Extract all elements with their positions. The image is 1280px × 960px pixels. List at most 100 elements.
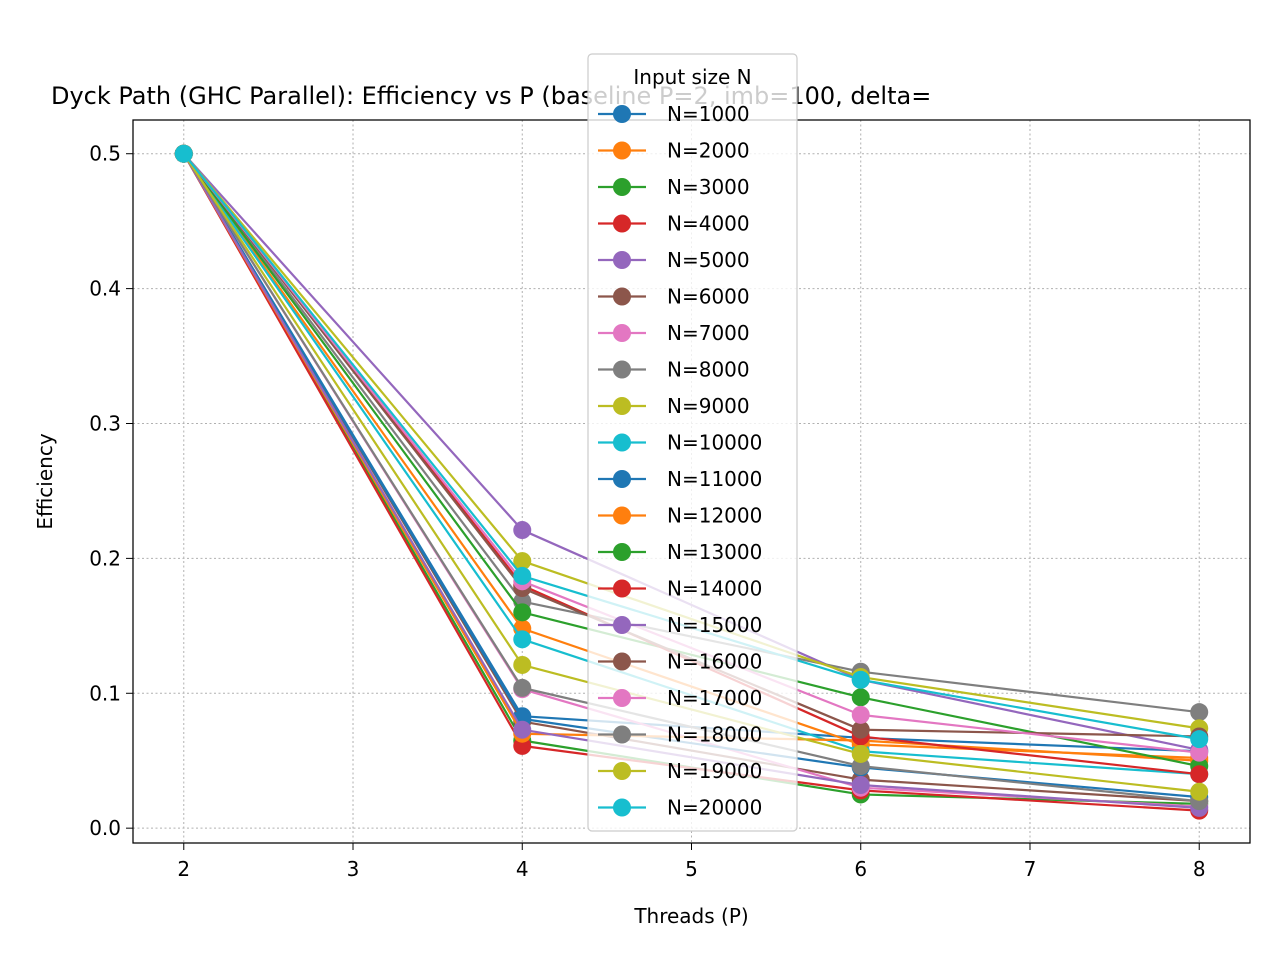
legend-marker	[613, 287, 631, 306]
data-point	[851, 775, 870, 794]
legend-entry: N=7000	[598, 321, 750, 345]
data-point	[513, 720, 532, 739]
legend-marker	[613, 433, 631, 452]
legend-entry: N=20000	[598, 796, 762, 820]
legend-marker	[613, 798, 631, 817]
legend-entry: N=10000	[598, 431, 762, 455]
data-point	[513, 566, 532, 585]
legend-entry: N=5000	[598, 248, 750, 272]
data-point	[851, 705, 870, 724]
x-tick-label: 6	[854, 857, 867, 881]
legend-entry: N=17000	[598, 686, 762, 710]
data-point	[851, 688, 870, 707]
legend-marker	[613, 725, 631, 744]
legend-label: N=5000	[667, 248, 750, 272]
y-tick-label: 0.4	[89, 277, 121, 301]
x-tick-label: 5	[685, 857, 698, 881]
legend: Input size N N=1000 N=2000 N=3000 N=4000 N=5…	[587, 53, 798, 832]
data-point	[1190, 765, 1209, 784]
legend-marker	[613, 543, 631, 561]
legend-entry: N=19000	[598, 759, 762, 783]
legend-marker	[613, 652, 631, 671]
legend-label: N=19000	[667, 759, 762, 783]
data-point	[513, 552, 532, 571]
legend-marker	[613, 506, 631, 525]
chart-title: Dyck Path (GHC Parallel): Efficiency vs …	[51, 82, 931, 110]
legend-label: N=2000	[667, 139, 750, 163]
y-tick-label: 0.2	[89, 546, 121, 570]
legend-label: N=6000	[667, 285, 750, 309]
legend-entry: N=9000	[598, 394, 750, 418]
legend-marker	[613, 324, 631, 342]
legend-entry: N=14000	[598, 577, 762, 601]
y-axis-label: Efficiency	[33, 433, 57, 530]
legend-label: N=12000	[667, 504, 762, 528]
legend-label: N=13000	[667, 540, 762, 564]
legend-label: N=1000	[667, 102, 750, 126]
legend-marker	[613, 579, 631, 598]
legend-marker	[613, 616, 631, 634]
legend-label: N=11000	[667, 467, 762, 491]
x-tick-label: 3	[347, 857, 360, 881]
legend-entry: N=1000	[598, 102, 750, 126]
legend-entry: N=16000	[598, 650, 762, 674]
legend-entry: N=11000	[598, 467, 762, 491]
legend-box	[587, 53, 798, 832]
data-point	[513, 678, 532, 697]
legend-entry: N=2000	[598, 139, 750, 163]
legend-label: N=18000	[667, 723, 762, 747]
y-tick-label: 0.3	[89, 411, 121, 435]
data-point	[513, 603, 532, 622]
x-axis-label: Threads (P)	[633, 904, 748, 928]
data-point	[851, 744, 870, 763]
legend-marker	[613, 178, 631, 196]
legend-label: N=15000	[667, 613, 762, 637]
legend-entries: N=1000 N=2000 N=3000 N=4000 N=5000 N=6000 N=70…	[598, 102, 762, 820]
legend-marker	[613, 141, 631, 160]
data-point	[513, 521, 532, 540]
legend-label: N=7000	[667, 321, 750, 345]
x-tick-label: 4	[516, 857, 529, 881]
x-tick-label: 7	[1024, 857, 1037, 881]
y-tick-label: 0.0	[89, 816, 121, 840]
legend-label: N=8000	[667, 358, 750, 382]
legend-label: N=9000	[667, 394, 750, 418]
legend-label: N=17000	[667, 686, 762, 710]
legend-label: N=20000	[667, 796, 762, 820]
data-point	[513, 630, 532, 649]
legend-marker	[613, 251, 631, 269]
legend-label: N=14000	[667, 577, 762, 601]
legend-marker	[613, 397, 631, 415]
legend-entry: N=4000	[598, 212, 750, 236]
data-point	[851, 720, 870, 739]
legend-title: Input size N	[633, 65, 751, 89]
y-tick-label: 0.5	[89, 142, 121, 166]
y-tick-label: 0.1	[89, 681, 121, 705]
legend-marker	[613, 470, 631, 488]
data-point	[513, 655, 532, 674]
legend-entry: N=13000	[598, 540, 762, 564]
data-point	[851, 670, 870, 689]
legend-entry: N=15000	[598, 613, 762, 637]
legend-entry: N=3000	[598, 175, 750, 199]
legend-entry: N=8000	[598, 358, 750, 382]
legend-marker	[613, 105, 631, 123]
legend-marker	[613, 214, 631, 233]
data-point	[1190, 743, 1209, 762]
legend-label: N=3000	[667, 175, 750, 199]
data-point	[1190, 782, 1209, 801]
legend-marker	[613, 762, 631, 780]
data-point	[174, 144, 193, 163]
data-point	[1190, 703, 1209, 722]
legend-entry: N=6000	[598, 285, 750, 309]
legend-entry: N=12000	[598, 504, 762, 528]
series-N=20000	[174, 144, 1209, 749]
x-tick-label: 8	[1193, 857, 1206, 881]
legend-entry: N=18000	[598, 723, 762, 747]
x-tick-label: 2	[177, 857, 190, 881]
legend-marker	[613, 360, 631, 379]
data-point	[1190, 730, 1209, 749]
legend-marker	[613, 689, 631, 707]
legend-label: N=4000	[667, 212, 750, 236]
